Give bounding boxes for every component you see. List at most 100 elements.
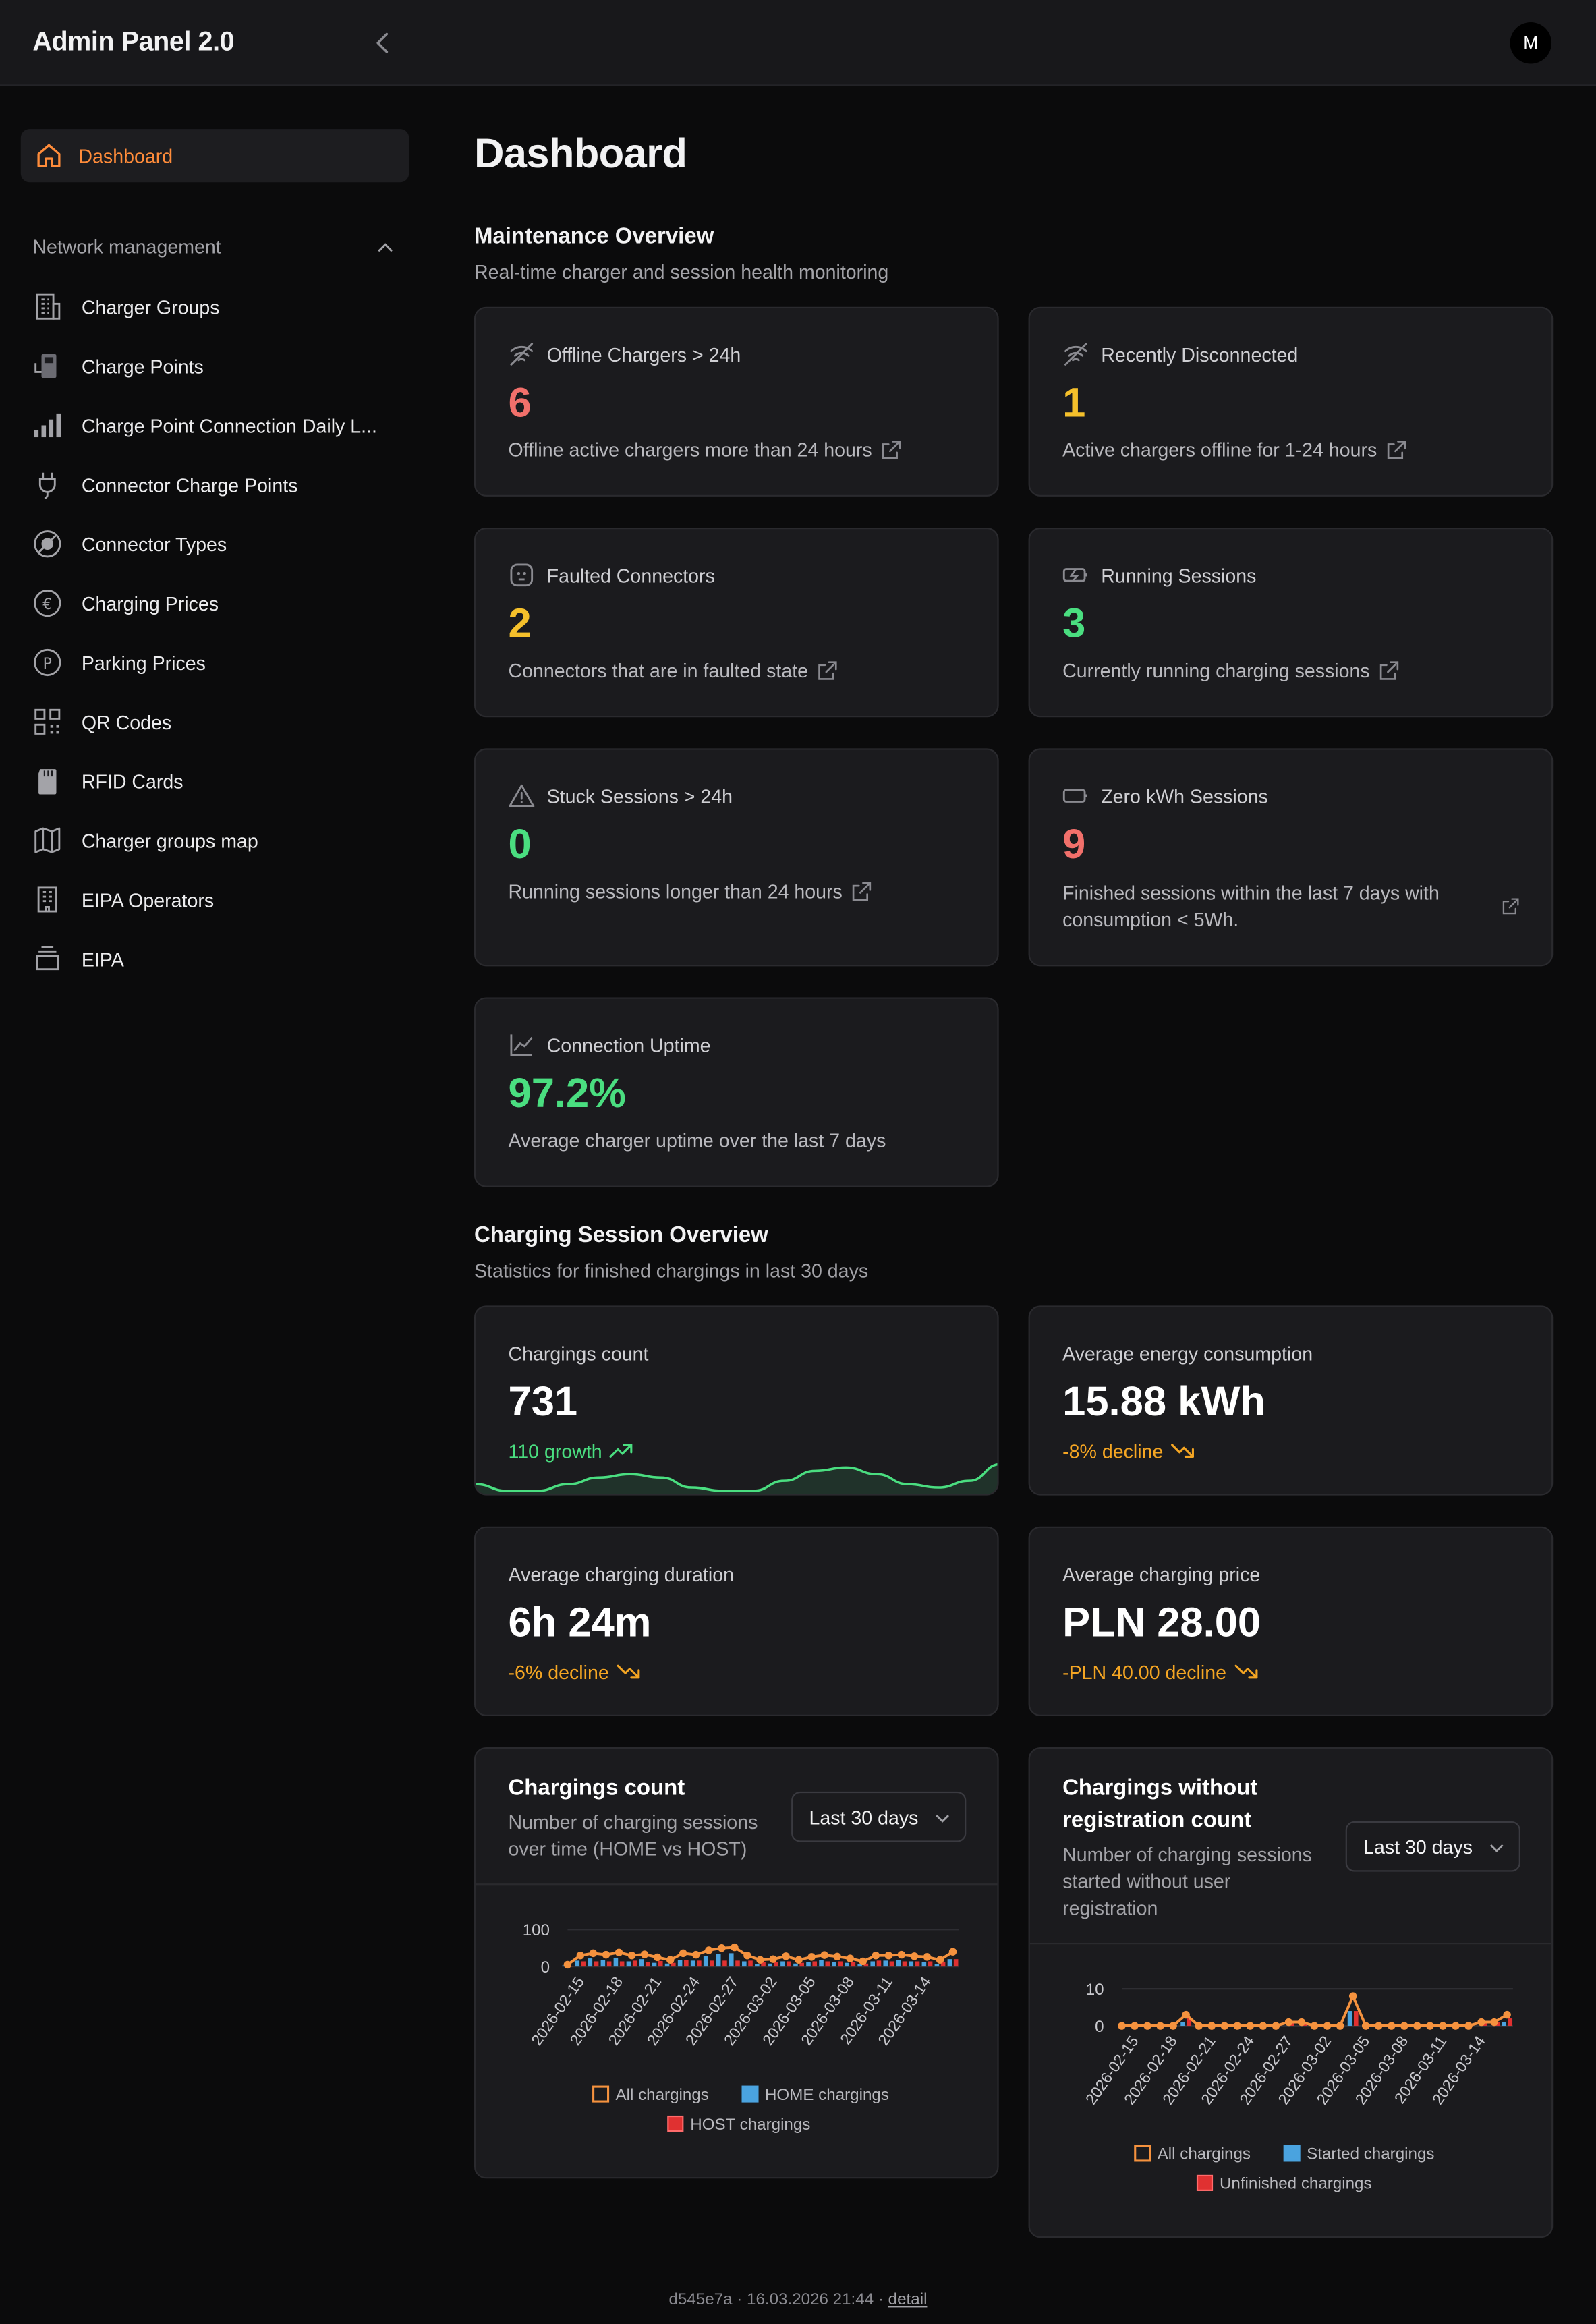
sidebar-item-qr-codes[interactable]: QR Codes xyxy=(32,706,410,738)
data-point xyxy=(1169,2022,1177,2030)
sidebar-item-charger-groups[interactable]: Charger Groups xyxy=(32,291,410,323)
card-recently-disconnected: Recently Disconnected 1 Active chargers … xyxy=(1028,306,1554,497)
sidebar-item-rfid-cards[interactable]: RFID Cards xyxy=(32,765,410,797)
stat-trend: 110 growth xyxy=(509,1439,633,1463)
sidebar-item-parking-prices[interactable]: P Parking Prices xyxy=(32,646,410,679)
bar-home-chargings xyxy=(947,1959,952,1967)
page-title: Dashboard xyxy=(474,130,687,177)
stat-average-energy: Average energy consumption 15.88 kWh -8%… xyxy=(1028,1305,1554,1496)
external-link-icon[interactable] xyxy=(1501,897,1520,916)
sidebar-item-charging-prices[interactable]: € Charging Prices xyxy=(32,587,410,619)
sidebar-item-label: Connector Charge Points xyxy=(81,473,298,496)
bar-home-chargings xyxy=(896,1960,901,1967)
date-range-select[interactable]: Last 30 days xyxy=(791,1791,967,1842)
bar-host-chargings xyxy=(838,1961,843,1967)
bar-home-chargings xyxy=(883,1960,888,1967)
parking-icon: P xyxy=(34,648,61,677)
data-point xyxy=(1297,2018,1306,2027)
bar-home-chargings xyxy=(613,1957,619,1967)
card-description-text: Active chargers offline for 1-24 hours xyxy=(1062,438,1377,461)
sidebar-item-connector-types[interactable]: Connector Types xyxy=(32,528,410,560)
card-title: Stuck Sessions > 24h xyxy=(546,785,733,807)
stat-title: Chargings count xyxy=(508,1342,649,1365)
bar-host-chargings xyxy=(619,1961,625,1967)
card-title: Faulted Connectors xyxy=(546,563,715,586)
sidebar-item-label: EIPA xyxy=(81,947,124,970)
sidebar-item-eipa-operators[interactable]: EIPA Operators xyxy=(32,883,410,915)
card-description-text: Average charger uptime over the last 7 d… xyxy=(508,1129,886,1152)
bar-host-chargings xyxy=(928,1961,933,1967)
data-point xyxy=(653,1953,662,1962)
data-point xyxy=(602,1950,610,1959)
card-description: Active chargers offline for 1-24 hours xyxy=(1062,438,1408,461)
data-point xyxy=(782,1952,790,1960)
card-description-text: Running sessions longer than 24 hours xyxy=(508,880,843,903)
bar-home-chargings xyxy=(677,1960,683,1967)
bar-host-chargings xyxy=(658,1960,663,1967)
external-link-icon[interactable] xyxy=(1379,660,1401,682)
data-point xyxy=(1477,2018,1485,2027)
card-title: Recently Disconnected xyxy=(1101,343,1299,366)
sidebar-item-eipa[interactable]: EIPA xyxy=(32,942,410,975)
top-bar: Admin Panel 2.0 M xyxy=(0,0,1596,86)
sidebar-item-charger-groups-map[interactable]: Charger groups map xyxy=(32,824,410,856)
layers-icon xyxy=(36,946,59,971)
external-link-icon[interactable] xyxy=(851,880,874,903)
card-connection-uptime: Connection Uptime 97.2% Average charger … xyxy=(474,997,999,1187)
sidebar-item-charge-points[interactable]: Charge Points xyxy=(32,349,410,382)
y-tick-label: 0 xyxy=(541,1958,550,1977)
sidebar-item-label: Charging Prices xyxy=(81,592,219,615)
card-title: Running Sessions xyxy=(1101,563,1257,586)
data-point xyxy=(795,1956,803,1964)
external-link-icon[interactable] xyxy=(817,660,839,682)
data-point xyxy=(1452,2022,1460,2030)
bar-host-chargings xyxy=(748,1960,753,1967)
external-link-icon[interactable] xyxy=(881,438,903,461)
sidebar-item-label: Connector Types xyxy=(81,532,227,555)
chart-subtitle-line: registration xyxy=(1062,1896,1158,1919)
sidebar-item-dashboard[interactable]: Dashboard xyxy=(20,129,409,183)
card-description-line: Finished sessions within the last 7 days… xyxy=(1062,882,1440,905)
legend-swatch xyxy=(1134,2145,1151,2162)
chevron-down-icon xyxy=(1489,1844,1504,1852)
card-description: Running sessions longer than 24 hours xyxy=(509,880,874,903)
card-stuck-sessions: Stuck Sessions > 24h 0 Running sessions … xyxy=(474,748,999,967)
data-point xyxy=(627,1951,636,1960)
y-tick-label: 10 xyxy=(1086,1981,1104,1999)
sidebar-item-label: RFID Cards xyxy=(81,770,183,793)
rfid-card-icon xyxy=(38,769,57,795)
external-link-icon[interactable] xyxy=(1386,438,1408,461)
data-point xyxy=(576,1951,585,1960)
sessions-subtitle: Statistics for finished chargings in las… xyxy=(474,1259,869,1282)
data-point xyxy=(936,1956,944,1964)
sidebar-group-network-management[interactable]: Network management xyxy=(32,235,403,258)
map-icon xyxy=(34,827,61,853)
bar-host-chargings xyxy=(735,1960,740,1967)
legend-swatch xyxy=(667,2115,684,2132)
data-point xyxy=(1426,2022,1434,2030)
sidebar-item-connector-charge-points[interactable]: Connector Charge Points xyxy=(32,468,410,501)
data-point xyxy=(910,1952,919,1960)
bar-host-chargings xyxy=(774,1962,778,1967)
bar-host-chargings xyxy=(902,1961,907,1967)
trending-up-icon xyxy=(610,1444,633,1458)
bar-host-chargings xyxy=(876,1960,882,1967)
stat-chargings-count: Chargings count 731 110 growth xyxy=(474,1305,999,1496)
stat-trend: -PLN 40.00 decline xyxy=(1062,1660,1257,1683)
warning-triangle-icon xyxy=(509,784,535,807)
wifi-off-icon xyxy=(510,343,534,366)
sidebar-item-label: Charge Points xyxy=(81,355,204,378)
sidebar-item-charge-point-connection-daily[interactable]: Charge Point Connection Daily L... xyxy=(32,409,410,441)
collapse-sidebar-button[interactable] xyxy=(370,28,397,58)
user-avatar[interactable]: M xyxy=(1510,22,1552,64)
bar-host-chargings xyxy=(722,1960,727,1967)
stat-trend: -6% decline xyxy=(509,1660,640,1683)
legend-label: Unfinished chargings xyxy=(1220,2175,1372,2193)
build-info: d545e7a · 16.03.2026 21:44 · xyxy=(668,2291,884,2309)
data-point xyxy=(705,1946,713,1954)
data-point xyxy=(1464,2022,1473,2030)
data-point xyxy=(1388,2022,1396,2030)
date-range-select[interactable]: Last 30 days xyxy=(1345,1821,1520,1872)
battery-charging-icon xyxy=(1062,568,1087,582)
detail-link[interactable]: detail xyxy=(888,2291,928,2309)
